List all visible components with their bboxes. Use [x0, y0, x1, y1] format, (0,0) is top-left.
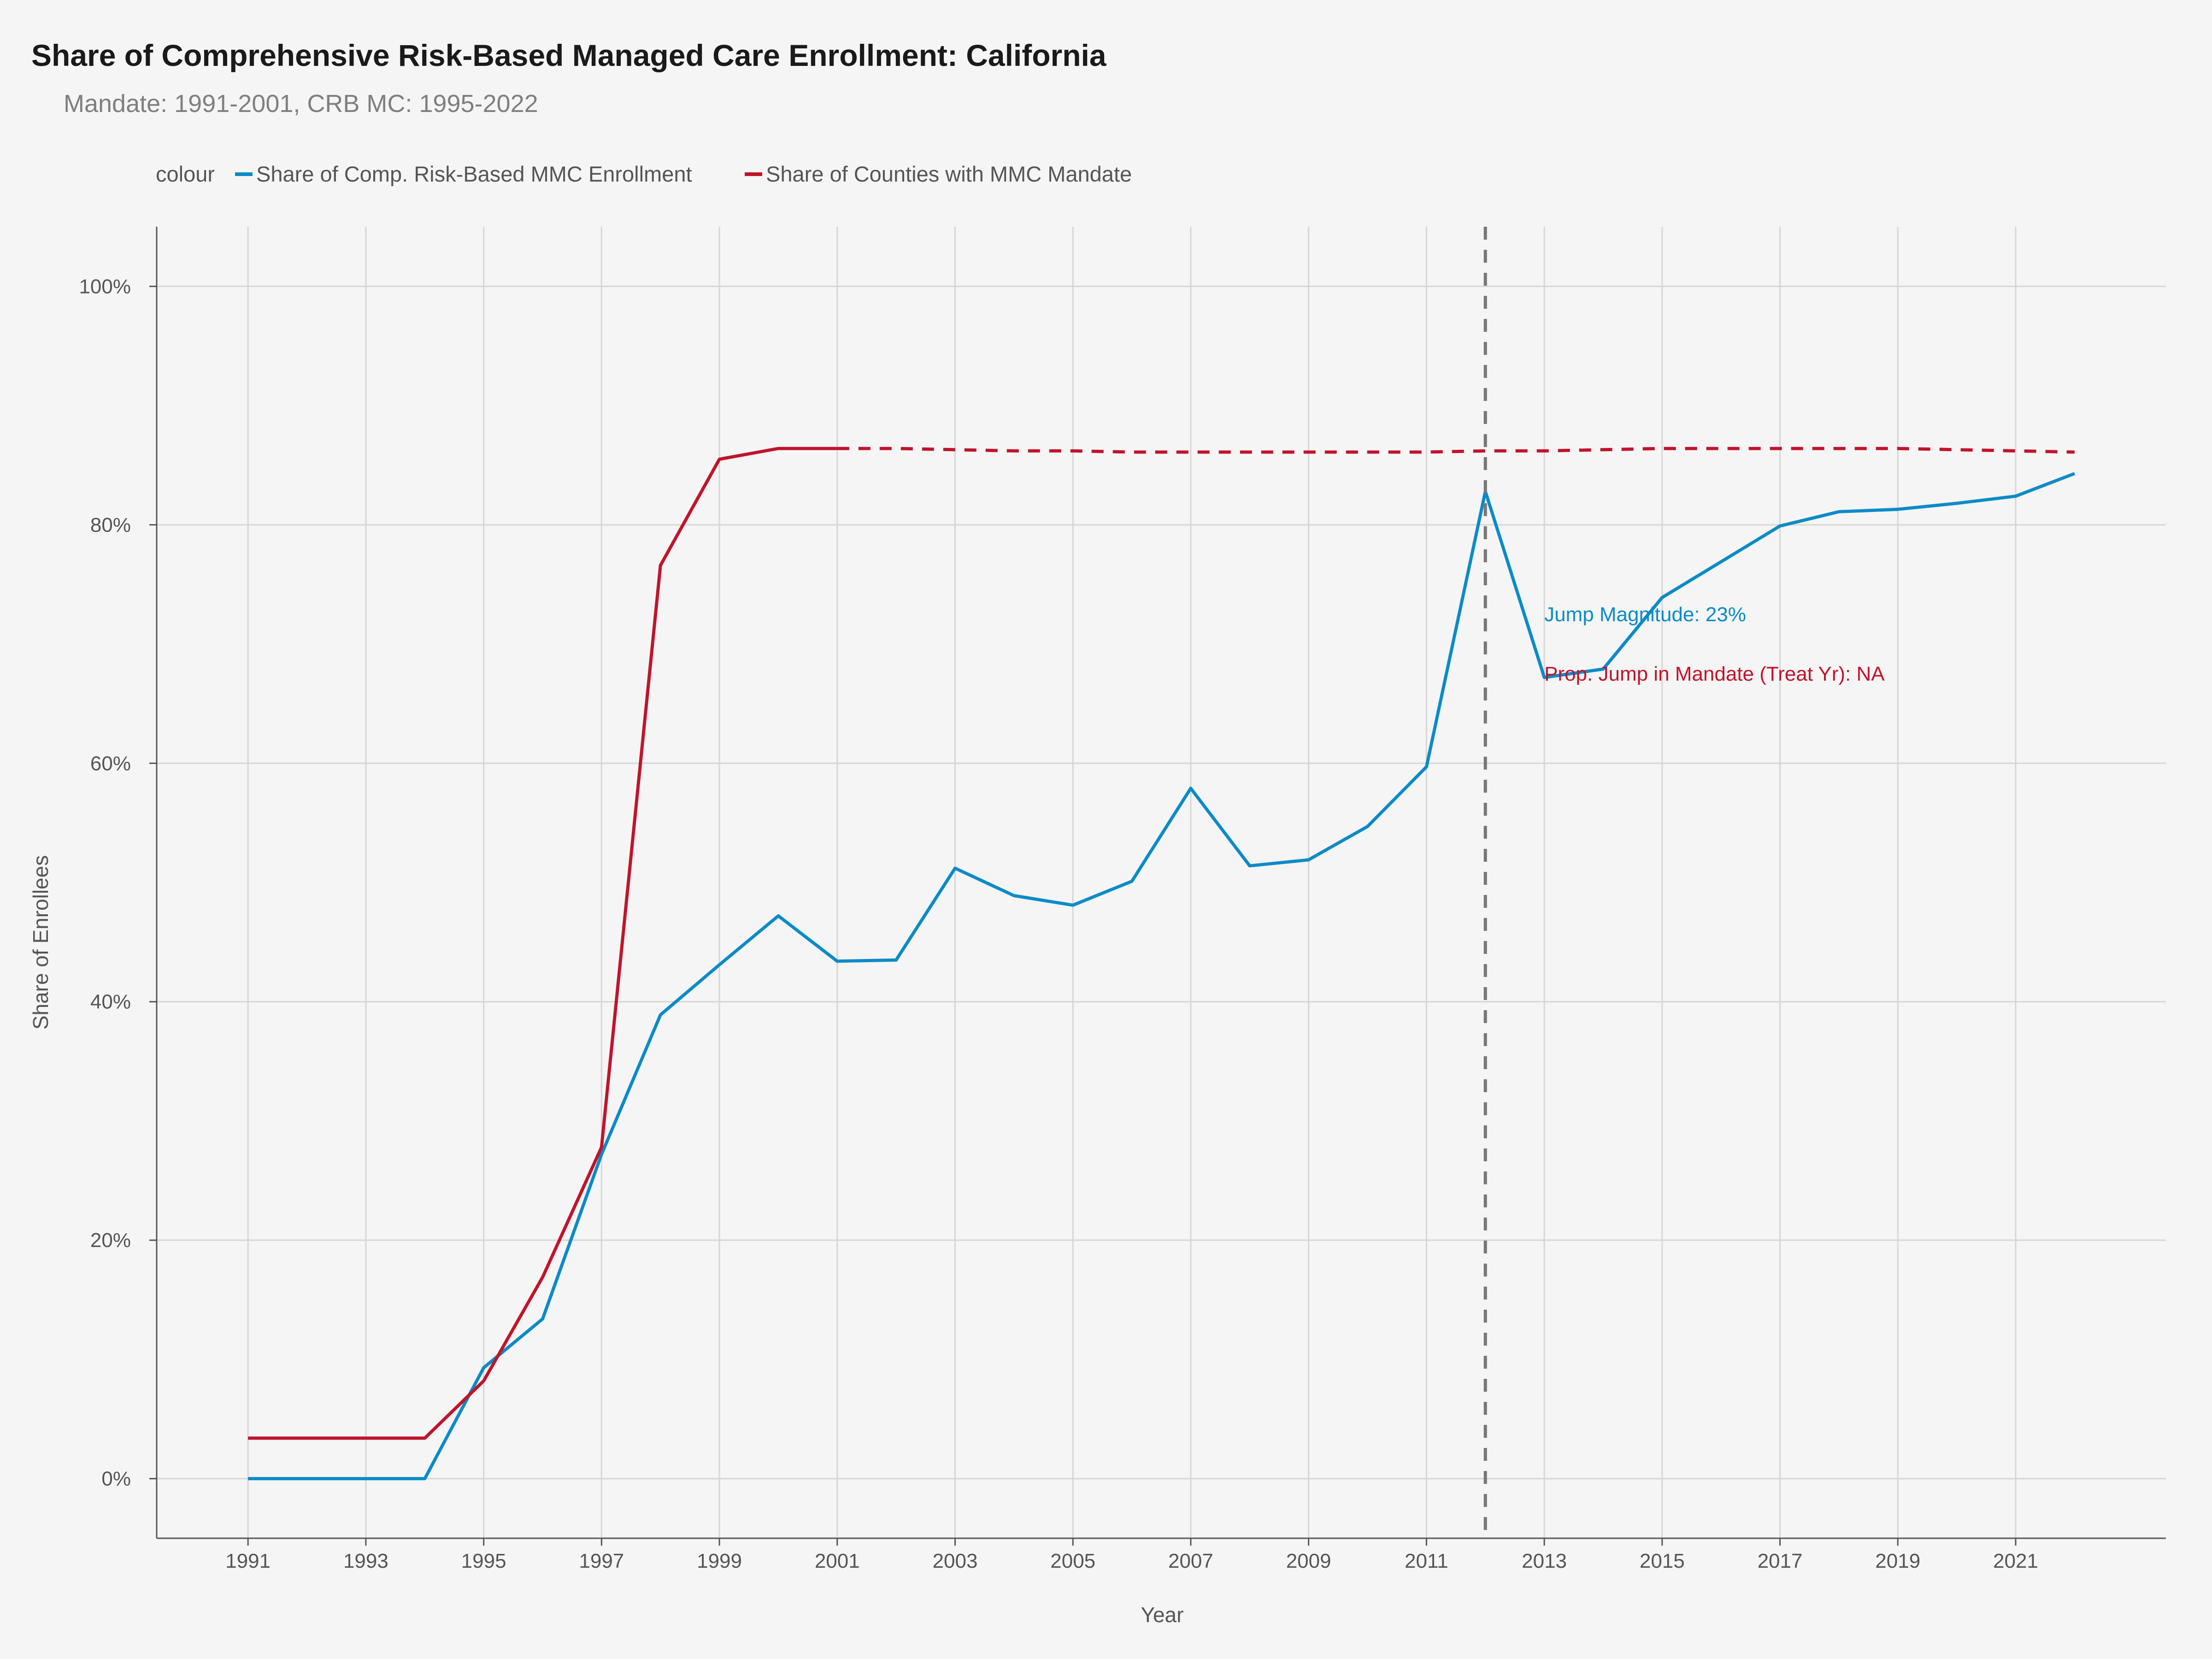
- x-tick-label: 2011: [1405, 1550, 1448, 1572]
- series-layer: [248, 227, 2076, 1538]
- y-tick-label: 100%: [79, 275, 131, 298]
- chart-subtitle: Mandate: 1991-2001, CRB MC: 1995-2022: [64, 90, 538, 118]
- annotation-jump-magnitude: Jump Magnitude: 23%: [1544, 603, 1746, 626]
- axes: 1991 1993 1995 1997 1999 2001 2003 2005 2007 2009…: [79, 227, 2166, 1572]
- x-tick-label: 1995: [461, 1550, 506, 1572]
- x-axis-title: Year: [1141, 1603, 1184, 1627]
- legend-title: colour: [156, 162, 215, 186]
- legend-label-enrollment: Share of Comp. Risk-Based MMC Enrollment: [256, 162, 692, 186]
- chart-title: Share of Comprehensive Risk-Based Manage…: [31, 38, 1107, 72]
- annotation-prop-jump: Prop. Jump in Mandate (Treat Yr): NA: [1544, 663, 1885, 685]
- series-line-enrollment: [248, 472, 2076, 1481]
- x-tick-label: 2015: [1640, 1550, 1685, 1572]
- y-axis-title: Share of Enrollees: [29, 855, 53, 1030]
- x-tick-label: 1999: [697, 1550, 742, 1572]
- x-tick-label: 2003: [933, 1550, 978, 1572]
- legend-label-mandate: Share of Counties with MMC Mandate: [766, 162, 1132, 186]
- series-line-mandate: [248, 447, 837, 1440]
- x-tick-label: 1997: [579, 1550, 624, 1572]
- legend: colour Share of Comp. Risk-Based MMC Enr…: [156, 162, 1132, 186]
- x-tick-label: 2021: [1993, 1550, 2038, 1572]
- x-tick-label: 2009: [1286, 1550, 1331, 1572]
- x-tick-label: 2013: [1522, 1550, 1567, 1572]
- y-tick-label: 80%: [90, 514, 131, 536]
- grid: [157, 227, 2166, 1538]
- y-tick-label: 60%: [90, 752, 131, 775]
- x-tick-label: 2007: [1168, 1550, 1213, 1572]
- x-tick-label: 2005: [1050, 1550, 1095, 1572]
- x-tick-label: 2001: [815, 1550, 860, 1572]
- series-line-mandate-projected: [837, 447, 2075, 454]
- x-tick-label: 1991: [225, 1550, 271, 1572]
- x-tick-label: 1993: [343, 1550, 388, 1572]
- annotations: Jump Magnitude: 23% Prop. Jump in Mandate…: [1544, 603, 1885, 685]
- y-tick-label: 0%: [101, 1468, 131, 1490]
- x-tick-label: 2019: [1875, 1550, 1920, 1572]
- y-tick-label: 40%: [90, 991, 131, 1013]
- y-tick-label: 20%: [90, 1229, 131, 1252]
- x-tick-label: 2017: [1758, 1550, 1803, 1572]
